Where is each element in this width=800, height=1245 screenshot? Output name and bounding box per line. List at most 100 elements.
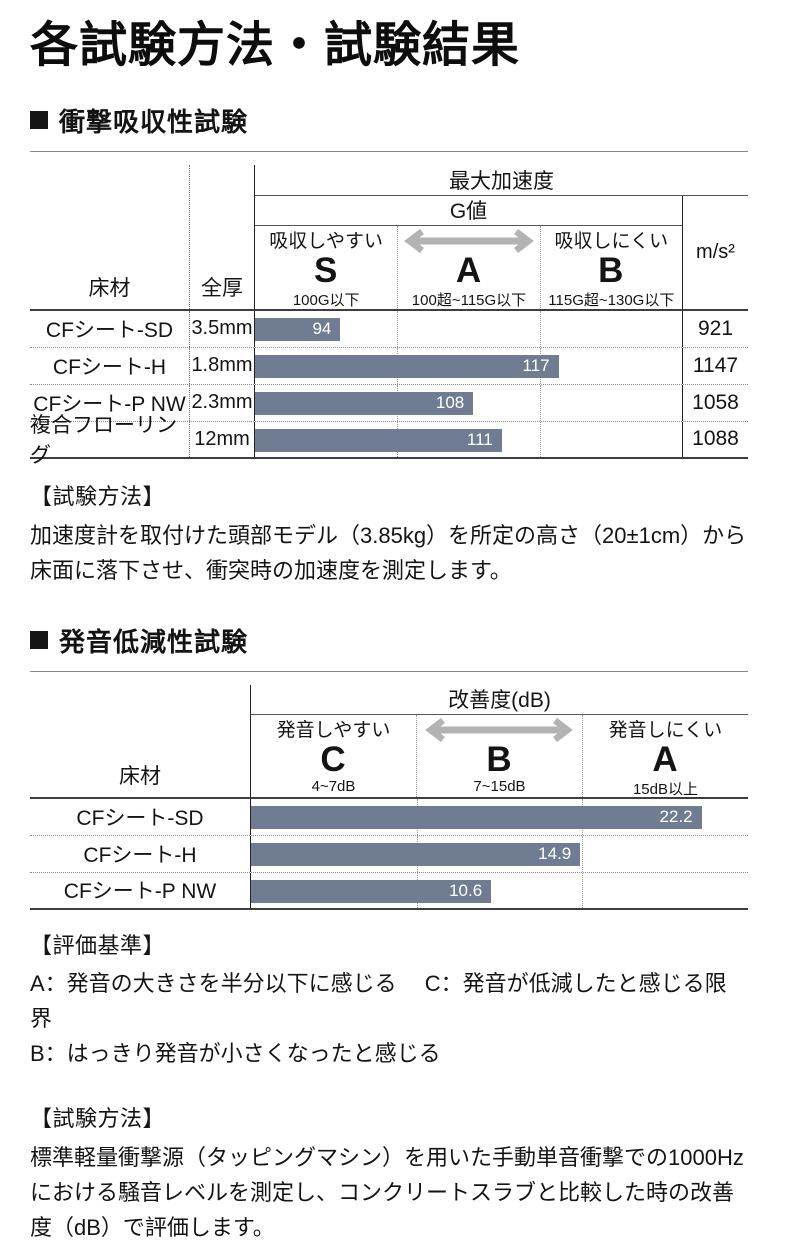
zone-a-desc: 発音しにくい <box>608 719 723 741</box>
bar-value-label: 14.9 <box>538 844 572 864</box>
chart-cell: 94 <box>254 310 682 347</box>
material-cell: CFシート-SD <box>76 806 204 830</box>
material-column-header: 床材 <box>30 164 190 309</box>
zone-c: 発音しやすい C 4~7dB <box>250 714 416 797</box>
chart-cell: 10.6 <box>250 872 748 908</box>
ms2-value-cell: 1147 <box>682 347 748 384</box>
impact-method-text: 加速度計を取付けた頭部モデル（3.85kg）を所定の高さ（20±1cm）から床面… <box>30 522 747 583</box>
sound-table-row: CFシート-SD 22.2 <box>30 798 748 836</box>
zone-b-range: 7~15dB <box>473 777 526 795</box>
zone-divider-line <box>539 310 541 347</box>
zone-b: B 7~15dB <box>415 714 582 797</box>
value-bar: 117 <box>255 354 559 378</box>
zone-b-range: 115G超~130G以下 <box>548 291 675 309</box>
bar-value-label: 111 <box>466 430 493 450</box>
value-bar: 14.9 <box>251 842 581 866</box>
sound-method-text: 標準軽量衝撃源（タッピングマシン）を用いた手動単音衝撃での1000Hzにおける騒… <box>30 1144 744 1240</box>
impact-table-body: CFシート-SD 3.5mm 94 921 CFシート-H 1.8mm 117 1147 CFシ… <box>30 310 748 467</box>
impact-table-header: 床材 全厚 最大加速度 G値 吸収しやすい S 100G以下 <box>30 164 748 311</box>
header-spacer <box>30 685 250 715</box>
zone-divider-line <box>582 872 584 908</box>
bar-value-label: 10.6 <box>449 881 483 901</box>
material-cell: CFシート-P NW <box>30 384 190 421</box>
chart-cell: 14.9 <box>250 835 748 872</box>
grade-zones: 吸収しやすい S 100G以下 <box>255 225 682 309</box>
section-square-marker-icon <box>30 631 48 650</box>
acceleration-header-group: 最大加速度 G値 吸収しやすい S 100G以下 <box>254 164 748 309</box>
zone-b: 吸収しにくい B 115G超~130G以下 <box>539 225 682 309</box>
improvement-header: 改善度(dB) <box>250 684 748 715</box>
zone-c-grade: C <box>320 739 347 779</box>
double-arrow-icon <box>404 229 534 254</box>
zone-a-grade: A <box>455 250 483 290</box>
value-bar: 108 <box>255 391 474 415</box>
zone-divider-line <box>582 835 584 872</box>
zone-a: 発音しにくい A 15dB以上 <box>581 714 748 798</box>
impact-table-row: CFシート-P NW 2.3mm 108 1058 <box>30 384 748 422</box>
zone-c-desc: 発音しやすい <box>276 719 391 741</box>
g-value-header: G値 <box>255 196 682 226</box>
thickness-cell: 3.5mm <box>191 317 253 340</box>
thickness-cell: 12mm <box>194 427 250 450</box>
ms2-value-cell: 921 <box>682 310 748 347</box>
impact-section-title: 衝撃吸収性試験 <box>59 106 249 137</box>
impact-table-row: CFシート-SD 3.5mm 94 921 <box>30 310 748 348</box>
sound-section: 発音低減性試験 改善度(dB) 床材 発音しやすい C 4~7dB <box>30 622 748 1245</box>
zone-b-desc: 吸収しにくい <box>554 230 669 252</box>
criteria-label: 【評価基準】 <box>30 932 166 958</box>
criteria-line-2: B：はっきり発音が小さくなったと感じる <box>30 1040 441 1066</box>
sound-table-body: CFシート-SD 22.2 CFシート-H 14.9 CFシート-P NW 10.6 <box>30 798 748 910</box>
zone-divider-line <box>539 384 541 421</box>
impact-section-header: 衝撃吸収性試験 <box>30 102 748 139</box>
material-cell: 複合フローリング <box>30 414 190 467</box>
value-bar: 10.6 <box>251 879 492 903</box>
ms2-value-cell: 1088 <box>682 421 748 457</box>
chart-cell: 108 <box>254 384 682 421</box>
sound-table-header: 改善度(dB) 床材 発音しやすい C 4~7dB <box>30 684 748 799</box>
impact-section: 衝撃吸収性試験 床材 全厚 最大加速度 G値 吸収しやすい S <box>30 102 748 588</box>
value-bar: 94 <box>255 317 341 341</box>
zone-b-grade: B <box>598 250 625 290</box>
impact-table-row: 複合フローリング 12mm 111 1088 <box>30 414 748 467</box>
material-cell: CFシート-P NW <box>63 880 217 904</box>
bar-value-label: 108 <box>435 393 465 413</box>
section-divider <box>30 150 748 152</box>
zone-divider-line <box>539 421 541 457</box>
zone-s-grade: S <box>313 250 339 290</box>
value-bar: 111 <box>255 428 502 452</box>
impact-table-row: CFシート-H 1.8mm 117 1147 <box>30 347 748 385</box>
material-cell: CFシート-H <box>83 843 197 867</box>
sound-section-header: 発音低減性試験 <box>30 622 748 659</box>
zone-a: A 100超~115G以下 <box>397 225 539 309</box>
material-cell: CFシート-H <box>30 347 190 384</box>
impact-method-label: 【試験方法】 <box>30 483 166 509</box>
section-square-marker-icon <box>30 111 48 130</box>
material-column-header: 床材 <box>119 764 161 788</box>
value-bar: 22.2 <box>251 805 702 829</box>
zone-a-range: 15dB以上 <box>632 780 698 798</box>
bar-value-label: 94 <box>312 319 332 339</box>
zone-s: 吸収しやすい S 100G以下 <box>255 226 397 309</box>
zone-c-range: 4~7dB <box>311 777 356 795</box>
section-divider <box>30 670 748 672</box>
chart-cell: 111 <box>254 421 682 457</box>
chart-cell: 117 <box>254 347 682 384</box>
bar-value-label: 117 <box>522 356 550 376</box>
criteria-line-1: A：発音の大きさを半分以下に感じる C：発音が低減したと感じる限界 <box>30 970 727 1031</box>
sound-table-row: CFシート-P NW 10.6 <box>30 872 748 910</box>
double-arrow-icon <box>425 718 574 743</box>
zone-a-grade: A <box>652 739 679 779</box>
g-value-group: G値 吸収しやすい S 100G以下 <box>254 195 682 309</box>
zone-divider-line <box>397 310 399 347</box>
thickness-column-header: 全厚 <box>201 276 243 300</box>
grade-zones: 発音しやすい C 4~7dB <box>250 714 748 798</box>
ms2-unit-header: m/s² <box>682 195 748 309</box>
sound-section-title: 発音低減性試験 <box>59 626 249 657</box>
zone-a-range: 100超~115G以下 <box>411 291 527 309</box>
bar-value-label: 22.2 <box>659 807 693 827</box>
ms2-value-cell: 1058 <box>682 384 748 421</box>
thickness-cell: 1.8mm <box>191 354 253 377</box>
sound-table-row: CFシート-H 14.9 <box>30 835 748 873</box>
material-cell: CFシート-SD <box>30 310 190 347</box>
